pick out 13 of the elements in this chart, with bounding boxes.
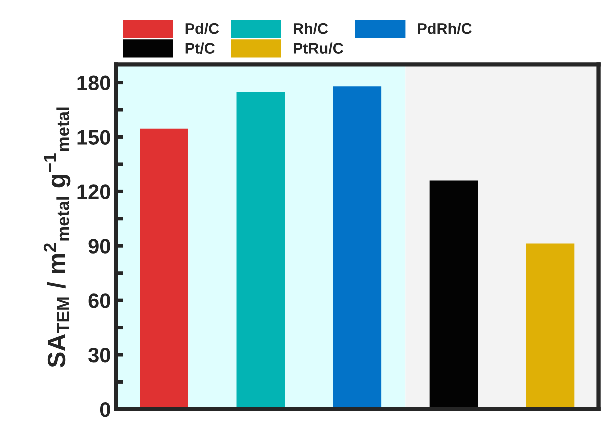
legend-label: Rh/C (294, 23, 328, 34)
legend-label: Pd/C (186, 23, 220, 34)
y-tick-label: 150 (78, 130, 110, 145)
y-tick-label: 180 (78, 76, 110, 91)
legend-label: PdRh/C (418, 23, 472, 34)
legend-label: PtRu/C (294, 42, 344, 54)
y-tick-label: 30 (88, 348, 110, 363)
y-tick-label: 120 (78, 184, 110, 200)
y-tick-label: 60 (88, 294, 110, 308)
y-axis-title: SA$_{TEM}$ / m$^{2}$$_{metal}$ g$^{−1}$$_{metal}$ (44, 108, 71, 368)
y-tick-label: 90 (88, 239, 110, 254)
y-tick-label: 0 (100, 402, 110, 418)
legend-label: Pt/C (186, 42, 215, 54)
